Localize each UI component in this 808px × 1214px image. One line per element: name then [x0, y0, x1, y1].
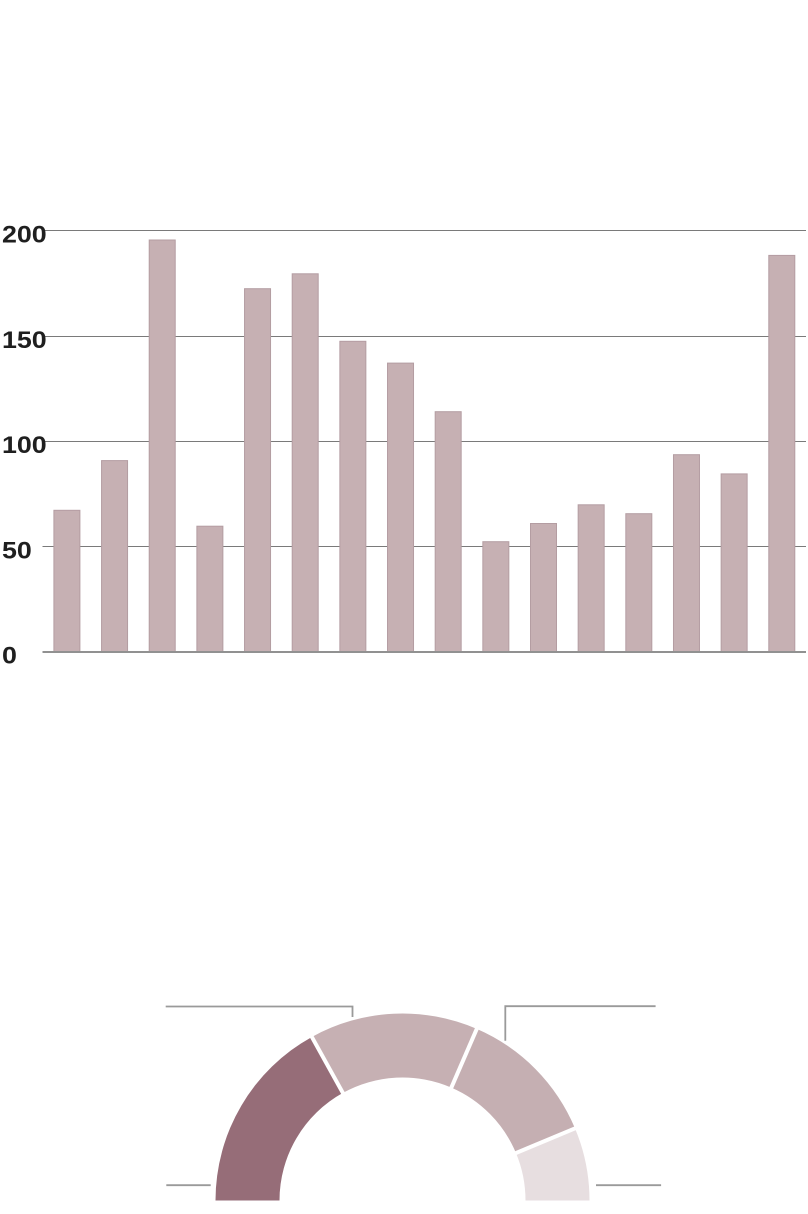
- svg-text:100: 100: [2, 432, 47, 459]
- svg-text:50: 50: [2, 537, 32, 564]
- svg-text:200: 200: [2, 222, 47, 249]
- svg-text:0: 0: [2, 643, 17, 670]
- svg-text:150: 150: [2, 327, 47, 354]
